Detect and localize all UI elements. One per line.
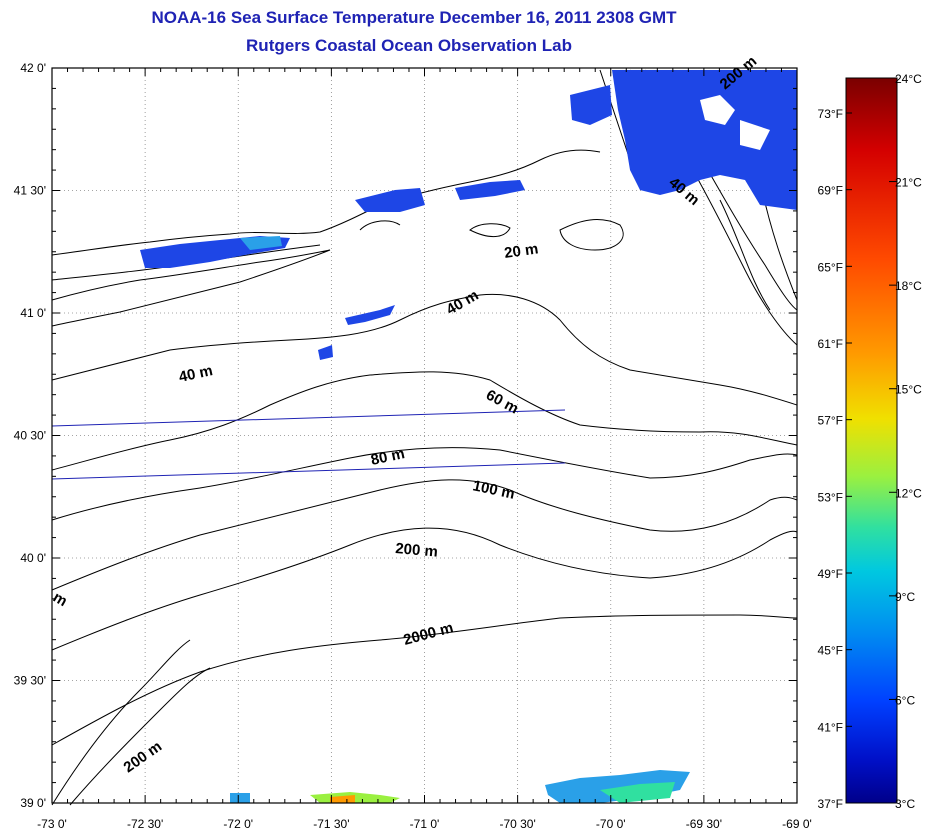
graticule <box>52 68 797 803</box>
colorbar-fahrenheit-label: 41°F <box>818 720 843 734</box>
lon-tick-label: -70 0' <box>596 817 626 831</box>
longitude-labels: -73 0' -72 30' -72 0' -71 30' -71 0' -70 30' -… <box>37 817 812 831</box>
sst-data-patches <box>140 70 797 803</box>
lon-tick-label: -71 30' <box>313 817 349 831</box>
contour-label-40m-west: 40 m <box>177 362 214 386</box>
colorbar-fahrenheit-labels: 73°F 69°F 65°F 61°F 57°F 53°F 49°F 45°F 41°F 37°F <box>818 107 852 811</box>
lon-tick-label: -72 30' <box>127 817 163 831</box>
colorbar-fahrenheit-label: 37°F <box>818 797 843 811</box>
contour-label-20m: 20 m <box>503 240 539 262</box>
colorbar-fahrenheit-label: 61°F <box>818 337 843 351</box>
colorbar-fahrenheit-label: 45°F <box>818 644 843 658</box>
lat-tick-label: 42 0' <box>20 61 46 75</box>
colorbar-celsius-label: 3°C <box>895 797 915 811</box>
colorbar-celsius-label: 24°C <box>895 72 922 86</box>
colorbar-celsius-label: 18°C <box>895 279 922 293</box>
lon-tick-label: -69 0' <box>782 817 812 831</box>
axis-ticks <box>51 67 798 804</box>
colorbar-celsius-label: 6°C <box>895 693 915 707</box>
lat-tick-label: 39 0' <box>20 796 46 810</box>
lat-tick-label: 40 0' <box>20 551 46 565</box>
lat-tick-label: 41 30' <box>14 184 46 198</box>
colorbar-fahrenheit-label: 73°F <box>818 107 843 121</box>
lat-tick-label: 41 0' <box>20 306 46 320</box>
colorbar-celsius-label: 12°C <box>895 486 922 500</box>
lon-tick-label: -69 30' <box>686 817 722 831</box>
colorbar-fahrenheit-label: 69°F <box>818 184 843 198</box>
contour-label-80m: 80 m <box>369 445 406 469</box>
colorbar-fahrenheit-label: 49°F <box>818 567 843 581</box>
colorbar-celsius-label: 9°C <box>895 590 915 604</box>
lat-tick-label: 39 30' <box>14 674 46 688</box>
colorbar-fahrenheit-label: 57°F <box>818 414 843 428</box>
colorbar-celsius-label: 15°C <box>895 383 922 397</box>
colorbar-celsius-label: 21°C <box>895 176 922 190</box>
colorbar-celsius-labels: 24°C 21°C 18°C 15°C 12°C 9°C 6°C 3°C <box>889 72 922 811</box>
contour-label-200m: 200 m <box>395 540 439 561</box>
colorbar <box>845 77 898 804</box>
lon-tick-label: -73 0' <box>37 817 67 831</box>
map-subtitle: Rutgers Coastal Ocean Observation Lab <box>246 36 572 55</box>
lat-tick-label: 40 30' <box>14 429 46 443</box>
lon-tick-label: -72 0' <box>223 817 253 831</box>
colorbar-fahrenheit-label: 65°F <box>818 260 843 274</box>
lon-tick-label: -70 30' <box>499 817 535 831</box>
colorbar-fahrenheit-label: 53°F <box>818 490 843 504</box>
lon-tick-label: -71 0' <box>410 817 440 831</box>
map-title: NOAA-16 Sea Surface Temperature December… <box>151 8 677 27</box>
latitude-labels: 42 0' 41 30' 41 0' 40 30' 40 0' 39 30' 39 0' <box>14 61 46 810</box>
